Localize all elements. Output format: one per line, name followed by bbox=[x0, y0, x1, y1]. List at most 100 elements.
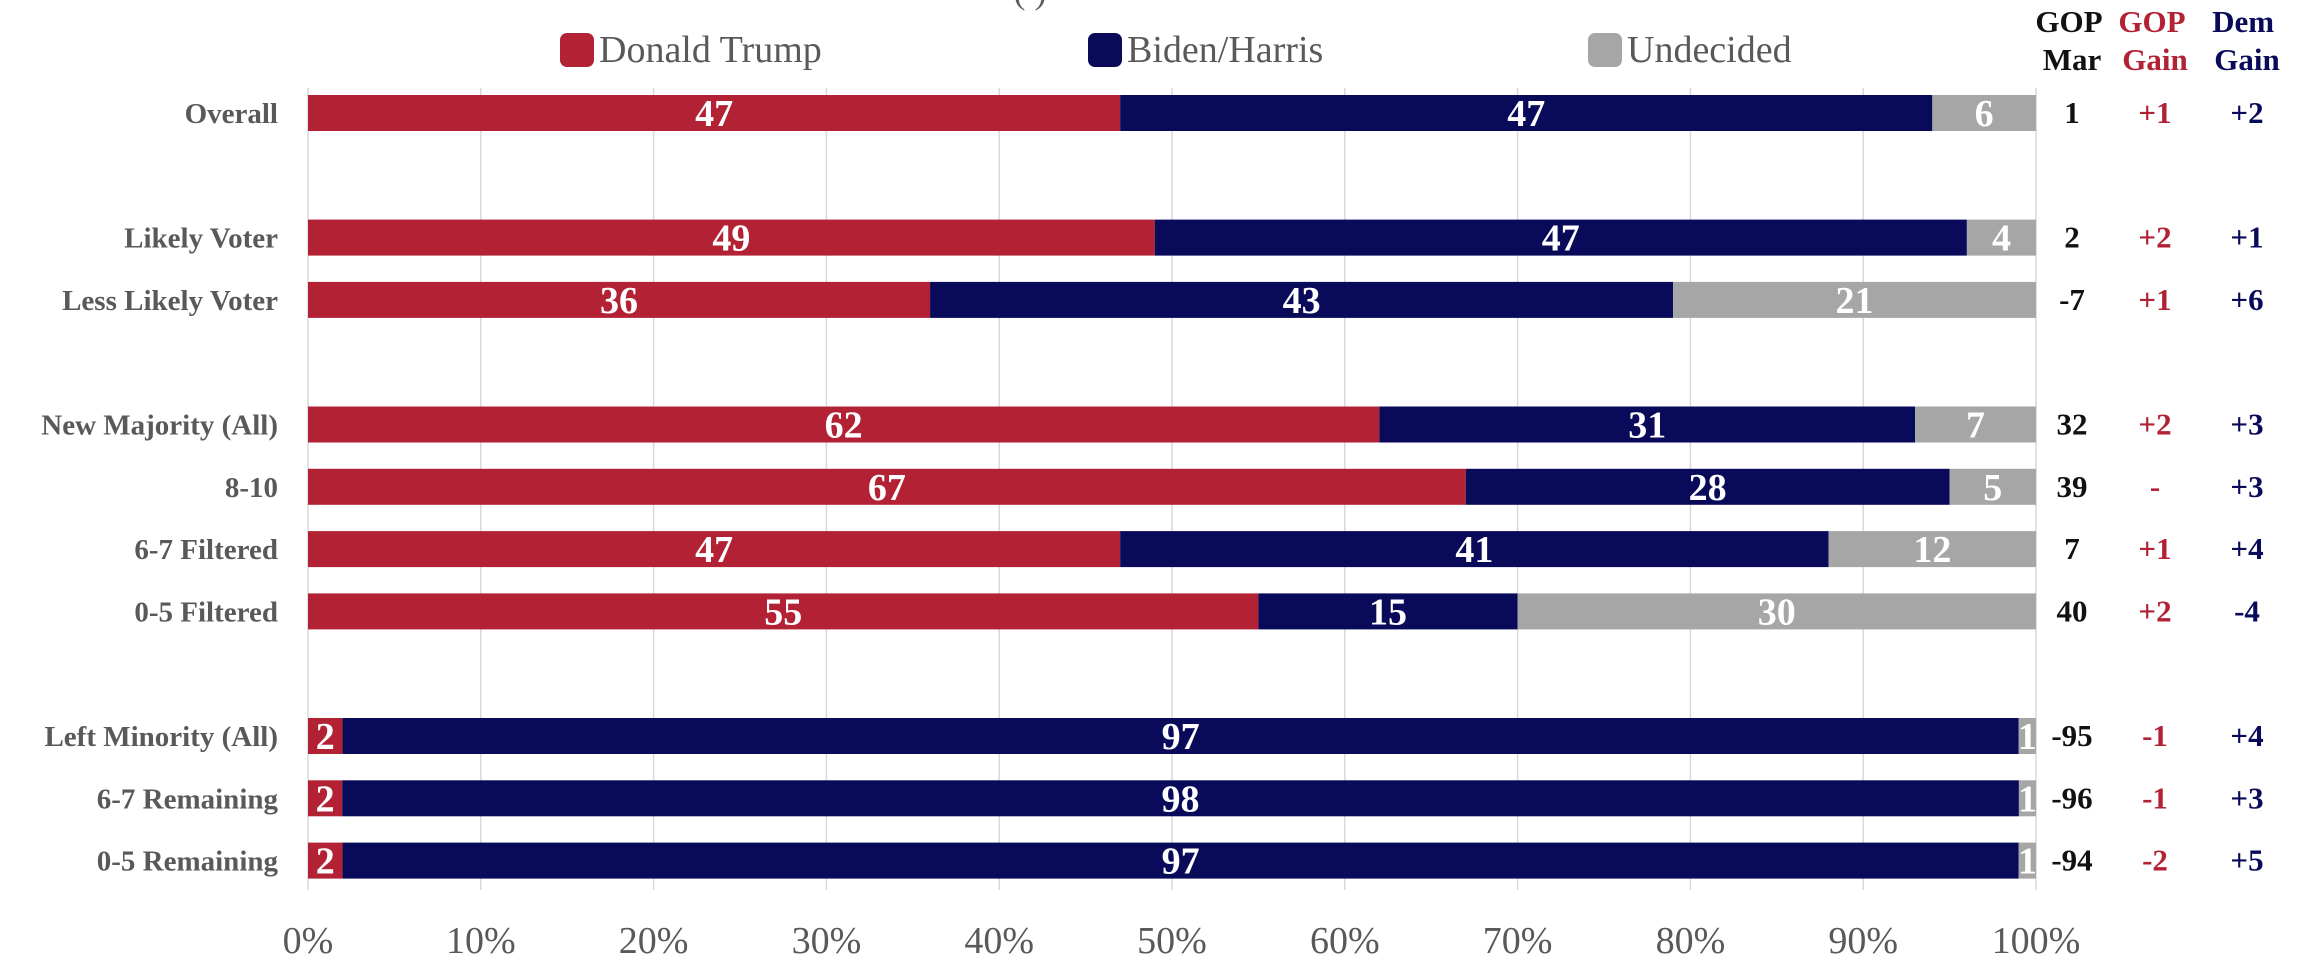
legend-label: Biden/Harris bbox=[1127, 29, 1323, 71]
gop-margin-value: -96 bbox=[2051, 780, 2092, 815]
legend-label: Undecided bbox=[1627, 29, 1792, 71]
bar-value-label: 47 bbox=[1542, 218, 1580, 260]
bar-segment bbox=[308, 406, 1380, 443]
bar-segment bbox=[342, 780, 2019, 817]
row-label: 0-5 Remaining bbox=[97, 846, 279, 878]
column-header-mar: GOP Mar bbox=[2035, 4, 2108, 77]
bar-value-label: 49 bbox=[712, 218, 750, 260]
bar-segment bbox=[2018, 842, 2036, 879]
x-tick-label: 80% bbox=[1656, 920, 1726, 957]
row-label: New Majority (All) bbox=[41, 410, 278, 442]
dem-gain-value: -4 bbox=[2234, 593, 2260, 628]
gop-gain-value: - bbox=[2150, 469, 2160, 504]
bar-value-label: 1 bbox=[2018, 716, 2037, 758]
x-tick-label: 20% bbox=[619, 920, 689, 957]
bar-segment bbox=[342, 718, 2019, 754]
bar-segment bbox=[1120, 95, 1933, 131]
bar-segment bbox=[1379, 406, 1916, 443]
bar-segment bbox=[308, 780, 343, 817]
x-tick-label: 30% bbox=[792, 920, 862, 957]
bar-value-label: 47 bbox=[695, 93, 733, 135]
x-tick-label: 60% bbox=[1310, 920, 1380, 957]
bar-segment bbox=[1258, 593, 1518, 630]
bar-segment bbox=[308, 281, 931, 318]
row-label: 0-5 Filtered bbox=[134, 596, 278, 628]
column-header-dem-gain: Dem Gain bbox=[2212, 4, 2282, 77]
legend-label: Donald Trump bbox=[599, 29, 822, 71]
row-label: Less Likely Voter bbox=[62, 285, 278, 317]
bar-value-label: 97 bbox=[1162, 716, 1200, 758]
gop-margin-value: 39 bbox=[2057, 469, 2088, 504]
bar-segment bbox=[1673, 281, 2036, 318]
column-header-dem-gain-line2: Gain bbox=[2214, 42, 2279, 77]
gop-gain-value: -1 bbox=[2142, 718, 2168, 753]
legend-swatch bbox=[1088, 33, 1122, 67]
dem-gain-value: +3 bbox=[2230, 780, 2263, 815]
dem-gain-value: +5 bbox=[2230, 843, 2263, 878]
bar-value-label: 2 bbox=[316, 778, 335, 820]
x-tick-label: 100% bbox=[1992, 920, 2081, 957]
dem-gain-value: +6 bbox=[2230, 282, 2263, 317]
bar-segment bbox=[342, 842, 2019, 879]
bar-value-label: 67 bbox=[868, 467, 906, 509]
bar-value-label: 31 bbox=[1628, 405, 1666, 447]
row-label: Likely Voter bbox=[124, 223, 278, 255]
column-header-mar-line2: Mar bbox=[2043, 42, 2102, 77]
gop-margin-value: 40 bbox=[2057, 593, 2088, 628]
bar-value-label: 7 bbox=[1966, 405, 1985, 447]
column-header-mar-line1: GOP bbox=[2035, 4, 2102, 39]
x-tick-label: 90% bbox=[1828, 920, 1898, 957]
gop-gain-value: -1 bbox=[2142, 780, 2168, 815]
x-tick-label: 40% bbox=[964, 920, 1034, 957]
bar-segment bbox=[308, 468, 1466, 505]
dem-gain-value: +4 bbox=[2230, 531, 2263, 566]
gop-gain-value: +1 bbox=[2138, 282, 2171, 317]
bars: Overall 47 47 6 Likely Voter 49 47 4 Less Likely… bbox=[41, 93, 2037, 883]
bar-value-label: 30 bbox=[1758, 591, 1796, 633]
bar-segment bbox=[308, 531, 1121, 568]
bar-segment bbox=[1915, 406, 2036, 443]
bar-value-label: 97 bbox=[1162, 841, 1200, 883]
legend: Donald Trump Biden/Harris Undecided bbox=[560, 29, 1792, 71]
x-tick-label: 0% bbox=[283, 920, 334, 957]
dem-gain-value: +4 bbox=[2230, 718, 2263, 753]
gop-gain-value: +2 bbox=[2138, 220, 2171, 255]
bar-value-label: 47 bbox=[695, 529, 733, 571]
bar-value-label: 28 bbox=[1689, 467, 1727, 509]
x-tick-label: 10% bbox=[446, 920, 516, 957]
bar-value-label: 2 bbox=[316, 841, 335, 883]
dem-gain-value: +3 bbox=[2230, 469, 2263, 504]
bar-segment bbox=[1932, 95, 2036, 131]
bar-segment bbox=[308, 95, 1121, 131]
x-tick-label: 50% bbox=[1137, 920, 1207, 957]
gop-margin-value: -95 bbox=[2051, 718, 2092, 753]
column-header-gop-gain-line1: GOP bbox=[2118, 4, 2185, 39]
bar-segment bbox=[930, 281, 1674, 318]
bar-value-label: 4 bbox=[1992, 218, 2011, 260]
row-label: 6-7 Remaining bbox=[97, 783, 279, 815]
gop-gain-value: +2 bbox=[2138, 593, 2171, 628]
dem-gain-value: +3 bbox=[2230, 407, 2263, 442]
bar-segment bbox=[308, 718, 343, 754]
row-label: 8-10 bbox=[225, 472, 278, 504]
bar-value-label: 98 bbox=[1162, 778, 1200, 820]
gop-margin-value: 1 bbox=[2064, 95, 2080, 130]
bar-value-label: 21 bbox=[1836, 280, 1874, 322]
bar-value-label: 55 bbox=[764, 591, 802, 633]
legend-swatch bbox=[560, 33, 594, 67]
bar-value-label: 15 bbox=[1369, 591, 1407, 633]
dem-gain-value: +1 bbox=[2230, 220, 2263, 255]
dem-gain-value: +2 bbox=[2230, 95, 2263, 130]
chart-title-fragment: ( ) bbox=[1014, 0, 1047, 11]
bar-segment bbox=[308, 219, 1155, 256]
bar-value-label: 5 bbox=[1983, 467, 2002, 509]
gop-margin-value: -94 bbox=[2051, 843, 2092, 878]
gop-gain-value: -2 bbox=[2142, 843, 2168, 878]
gop-margin-value: 2 bbox=[2064, 220, 2080, 255]
bar-segment bbox=[2018, 780, 2036, 817]
bar-segment bbox=[1154, 219, 1967, 256]
row-label: Left Minority (All) bbox=[44, 721, 278, 753]
bar-value-label: 47 bbox=[1507, 93, 1545, 135]
margin-table: GOP Mar GOP Gain Dem Gain 1 +1 +22 +2 +1-7 +1… bbox=[2035, 4, 2282, 878]
